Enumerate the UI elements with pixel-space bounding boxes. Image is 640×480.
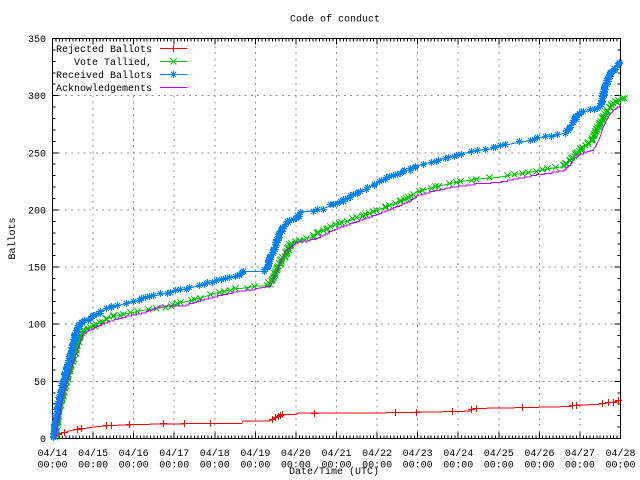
svg-text:00:00: 00:00: [200, 461, 230, 472]
svg-text:04/21: 04/21: [321, 448, 351, 460]
svg-text:Date/Time (UTC): Date/Time (UTC): [289, 466, 379, 478]
svg-text:Rejected Ballots: Rejected Ballots: [56, 44, 152, 56]
svg-text:04/25: 04/25: [484, 448, 514, 460]
svg-text:04/24: 04/24: [443, 448, 473, 460]
svg-text:00:00: 00:00: [443, 461, 473, 472]
svg-text:04/28: 04/28: [605, 448, 635, 460]
svg-text:00:00: 00:00: [78, 461, 108, 472]
svg-text:04/22: 04/22: [362, 448, 392, 460]
svg-text:Vote Tallied,: Vote Tallied,: [74, 57, 152, 69]
svg-text:250: 250: [28, 149, 46, 160]
svg-text:00:00: 00:00: [321, 461, 351, 472]
svg-text:50: 50: [34, 378, 46, 389]
svg-text:00:00: 00:00: [605, 461, 635, 472]
svg-text:00:00: 00:00: [565, 461, 595, 472]
svg-text:04/15: 04/15: [78, 448, 108, 460]
svg-text:00:00: 00:00: [119, 461, 149, 472]
svg-text:Ballots: Ballots: [7, 217, 19, 259]
svg-text:0: 0: [40, 435, 46, 446]
svg-text:00:00: 00:00: [362, 461, 392, 472]
svg-text:00:00: 00:00: [281, 461, 311, 472]
svg-text:Received Ballots: Received Ballots: [56, 70, 152, 82]
svg-text:350: 350: [28, 35, 46, 46]
svg-text:00:00: 00:00: [37, 461, 67, 472]
svg-text:00:00: 00:00: [484, 461, 514, 472]
svg-text:150: 150: [28, 264, 46, 275]
svg-text:00:00: 00:00: [240, 461, 270, 472]
svg-text:00:00: 00:00: [524, 461, 554, 472]
svg-text:04/27: 04/27: [565, 448, 595, 460]
svg-text:04/20: 04/20: [281, 448, 311, 460]
svg-text:04/17: 04/17: [159, 448, 189, 460]
svg-text:300: 300: [28, 92, 46, 103]
svg-text:Acknowledgements: Acknowledgements: [56, 83, 152, 95]
svg-text:04/14: 04/14: [37, 448, 67, 460]
svg-text:04/23: 04/23: [403, 448, 433, 460]
svg-text:04/18: 04/18: [200, 448, 230, 460]
svg-text:04/19: 04/19: [240, 448, 270, 460]
svg-text:04/16: 04/16: [119, 448, 149, 460]
svg-text:Code of conduct: Code of conduct: [290, 14, 380, 26]
svg-text:200: 200: [28, 206, 46, 217]
svg-text:100: 100: [28, 321, 46, 332]
svg-text:00:00: 00:00: [159, 461, 189, 472]
svg-text:04/26: 04/26: [524, 448, 554, 460]
svg-text:00:00: 00:00: [403, 461, 433, 472]
